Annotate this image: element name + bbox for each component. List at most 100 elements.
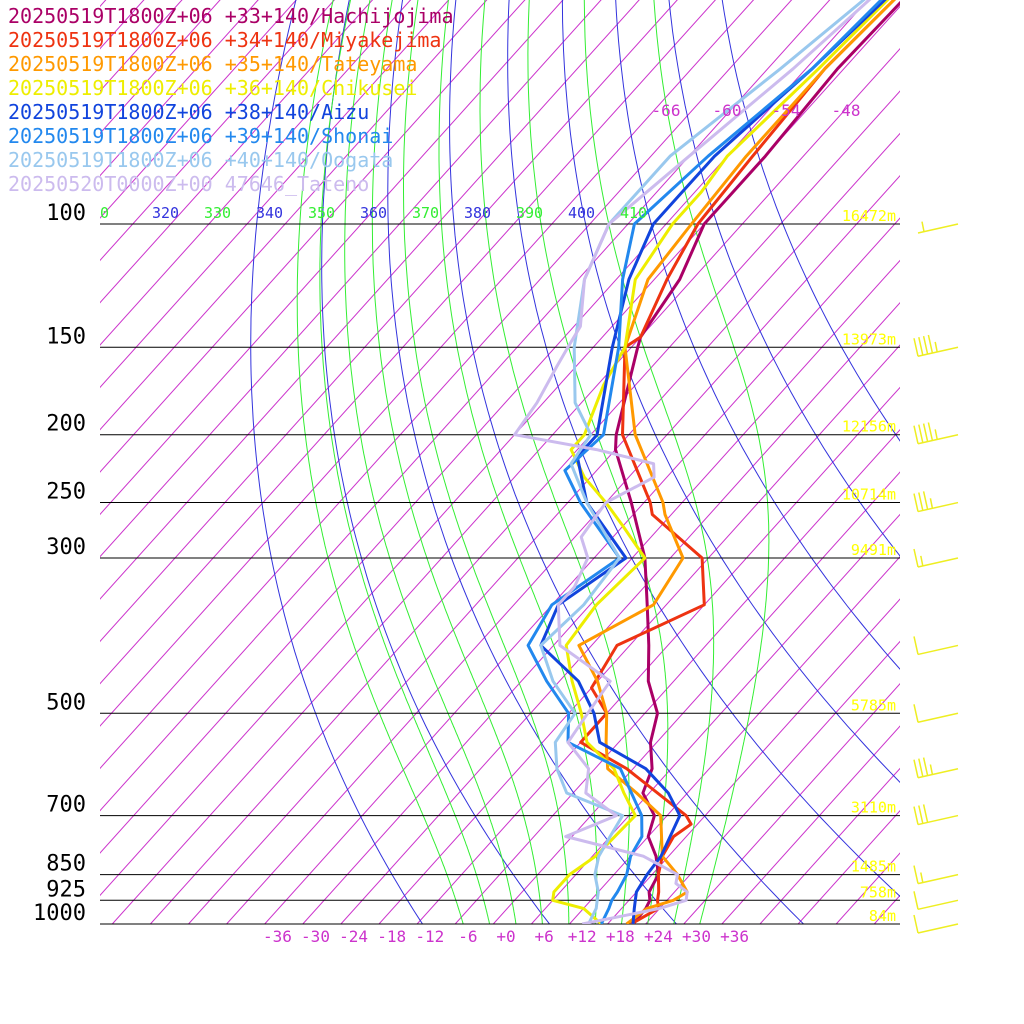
pressure-tick-label: 200 bbox=[46, 412, 86, 437]
dry-adiabat-line bbox=[387, 0, 678, 924]
height-label: 5785m bbox=[851, 696, 896, 714]
isotherm-line bbox=[100, 0, 259, 177]
wind-barb bbox=[913, 914, 959, 934]
temperature-tick-label: +18 bbox=[606, 927, 635, 946]
isotherm-line bbox=[721, 725, 900, 924]
isotherm-line bbox=[683, 683, 900, 924]
isotherm-line bbox=[797, 810, 900, 924]
pressure-tick-label: 700 bbox=[46, 793, 86, 818]
theta-label: 330 bbox=[204, 204, 231, 222]
isotherm-line bbox=[100, 0, 221, 135]
height-label: 84m bbox=[869, 907, 896, 925]
pressure-tick-label: 100 bbox=[46, 201, 86, 226]
temperature-tick-label: -12 bbox=[415, 927, 444, 946]
wind-barb bbox=[913, 548, 959, 568]
temperature-tick-label: +0 bbox=[496, 927, 515, 946]
isotherm-line bbox=[100, 0, 488, 431]
upper-isotherm-label: -48 bbox=[832, 101, 861, 120]
sounding-line bbox=[539, 0, 887, 924]
dry-adiabat-line bbox=[449, 0, 805, 924]
pressure-tick-label: 150 bbox=[46, 324, 86, 349]
theta-label: 350 bbox=[308, 204, 335, 222]
pressure-tick-label: 500 bbox=[46, 690, 86, 715]
theta-label: 340 bbox=[256, 204, 283, 222]
height-label: 9491m bbox=[851, 541, 896, 559]
sounding-line bbox=[614, 0, 900, 924]
wind-barb bbox=[917, 221, 959, 234]
height-label: 758m bbox=[860, 883, 896, 901]
theta-label: 320 bbox=[152, 204, 179, 222]
isotherm-line bbox=[569, 556, 900, 924]
legend: 20250519T1800Z+06 +33+140/Hachijojima 202… bbox=[8, 4, 454, 196]
wind-barb-layer bbox=[913, 221, 959, 934]
isotherm-line bbox=[531, 513, 900, 924]
theta-label: 400 bbox=[568, 204, 595, 222]
legend-entry: 20250520T0000Z+00 47646_Tateno bbox=[8, 172, 370, 196]
moist-adiabat-line bbox=[479, 0, 630, 924]
wind-barb bbox=[913, 422, 959, 445]
theta-label: 370 bbox=[412, 204, 439, 222]
height-label: 10714m bbox=[842, 486, 896, 504]
isotherm-line bbox=[454, 429, 900, 924]
wind-barb bbox=[913, 804, 959, 826]
wind-barb bbox=[913, 704, 959, 724]
upper-isotherm-label: -66 bbox=[652, 101, 681, 120]
theta-label: 410 bbox=[620, 204, 647, 222]
theta-label: 0 bbox=[100, 204, 109, 222]
isotherm-line bbox=[100, 0, 297, 219]
moist-adiabat-line bbox=[344, 0, 517, 924]
theta-label: 390 bbox=[516, 204, 543, 222]
sounding-line bbox=[539, 0, 866, 924]
wind-barb bbox=[913, 891, 959, 911]
wind-barb bbox=[913, 491, 959, 513]
wind-barb bbox=[913, 636, 959, 656]
sounding-line bbox=[513, 0, 872, 924]
moist-adiabat-line bbox=[319, 0, 491, 924]
temperature-tick-label: +24 bbox=[644, 927, 673, 946]
legend-entry: 20250519T1800Z+06 +35+140/Tateyama bbox=[8, 52, 418, 76]
sounding-line bbox=[579, 0, 896, 924]
temperature-tick-label: +12 bbox=[568, 927, 597, 946]
moist-adiabat-line bbox=[296, 0, 464, 924]
height-label: 16472m bbox=[842, 207, 896, 225]
isotherm-line bbox=[416, 386, 900, 924]
isotherm-line bbox=[835, 852, 900, 924]
upper-isotherm-label: -60 bbox=[713, 101, 742, 120]
height-label: 13973m bbox=[842, 330, 896, 348]
isotherm-line bbox=[100, 0, 374, 304]
legend-entry: 20250519T1800Z+06 +33+140/Hachijojima bbox=[8, 4, 454, 28]
temperature-tick-label: -30 bbox=[301, 927, 330, 946]
pressure-tick-label: 925 bbox=[46, 877, 86, 902]
temperature-tick-label: -36 bbox=[263, 927, 292, 946]
moist-adiabat-line bbox=[403, 0, 570, 924]
legend-entry: 20250519T1800Z+06 +40+140/Oogata bbox=[8, 148, 394, 172]
legend-entry: 20250519T1800Z+06 +38+140/Aizu bbox=[8, 100, 370, 124]
dry-adiabat-line bbox=[250, 0, 424, 924]
legend-entry: 20250519T1800Z+06 +39+140/Shonai bbox=[8, 124, 394, 148]
dry-adiabat-line bbox=[721, 0, 900, 442]
dry-adiabat-line bbox=[615, 0, 900, 670]
dry-adiabat-line bbox=[561, 0, 900, 784]
height-label: 3110m bbox=[851, 799, 896, 817]
pressure-tick-label: 850 bbox=[46, 852, 86, 877]
isotherm-line bbox=[100, 0, 335, 262]
dry-adiabat-line bbox=[668, 0, 900, 557]
isotherm-line bbox=[607, 598, 900, 924]
isotherm-line bbox=[759, 767, 900, 924]
temperature-tick-label: +30 bbox=[682, 927, 711, 946]
theta-label: 360 bbox=[360, 204, 387, 222]
pressure-tick-label: 1000 bbox=[33, 901, 86, 926]
wind-barb bbox=[913, 334, 959, 357]
series-layer bbox=[513, 0, 900, 924]
temperature-tick-label: -6 bbox=[458, 927, 477, 946]
sounding-line bbox=[551, 0, 890, 924]
temperature-tick-label: +6 bbox=[534, 927, 553, 946]
isotherm-line bbox=[645, 640, 900, 924]
sounding-line bbox=[526, 0, 884, 924]
isotherm-line bbox=[492, 471, 900, 924]
pressure-tick-label: 250 bbox=[46, 480, 86, 505]
legend-entry: 20250519T1800Z+06 +34+140/Miyakejima bbox=[8, 28, 442, 52]
upper-isotherm-label: -54 bbox=[772, 101, 801, 120]
wind-barb bbox=[913, 865, 959, 885]
